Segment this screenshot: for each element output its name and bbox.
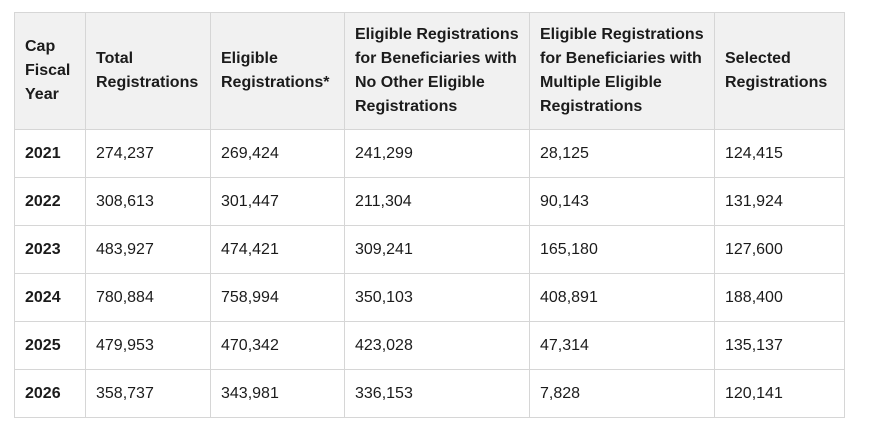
cell-eligible-multiple: 28,125 xyxy=(529,129,715,178)
cell-eligible: 343,981 xyxy=(210,369,345,418)
cell-eligible-no-other: 241,299 xyxy=(344,129,530,178)
registrations-table-container: Cap Fiscal Year Total Registrations Elig… xyxy=(14,12,845,418)
cell-year: 2022 xyxy=(14,177,86,226)
cell-selected: 127,600 xyxy=(714,225,845,274)
cell-eligible: 269,424 xyxy=(210,129,345,178)
table-body: 2021 274,237 269,424 241,299 28,125 124,… xyxy=(14,129,845,418)
cell-year: 2023 xyxy=(14,225,86,274)
cell-total: 780,884 xyxy=(85,273,211,322)
cell-total: 483,927 xyxy=(85,225,211,274)
cell-eligible-no-other: 309,241 xyxy=(344,225,530,274)
cell-total: 358,737 xyxy=(85,369,211,418)
cell-eligible: 474,421 xyxy=(210,225,345,274)
header-eligible-registrations: Eligible Registrations* xyxy=(210,12,345,130)
header-selected-registrations: Selected Registrations xyxy=(714,12,845,130)
cell-selected: 188,400 xyxy=(714,273,845,322)
cell-eligible: 758,994 xyxy=(210,273,345,322)
registrations-table: Cap Fiscal Year Total Registrations Elig… xyxy=(14,12,845,418)
cell-eligible-multiple: 47,314 xyxy=(529,321,715,370)
cell-total: 479,953 xyxy=(85,321,211,370)
cell-eligible-no-other: 211,304 xyxy=(344,177,530,226)
cell-year: 2026 xyxy=(14,369,86,418)
cell-selected: 135,137 xyxy=(714,321,845,370)
cell-selected: 124,415 xyxy=(714,129,845,178)
cell-eligible-multiple: 90,143 xyxy=(529,177,715,226)
table-row: 2022 308,613 301,447 211,304 90,143 131,… xyxy=(14,177,845,226)
cell-year: 2024 xyxy=(14,273,86,322)
cell-eligible: 470,342 xyxy=(210,321,345,370)
table-row: 2024 780,884 758,994 350,103 408,891 188… xyxy=(14,273,845,322)
cell-year: 2025 xyxy=(14,321,86,370)
table-row: 2021 274,237 269,424 241,299 28,125 124,… xyxy=(14,129,845,178)
cell-total: 274,237 xyxy=(85,129,211,178)
cell-eligible-multiple: 408,891 xyxy=(529,273,715,322)
header-row: Cap Fiscal Year Total Registrations Elig… xyxy=(14,12,845,130)
header-cap-fiscal-year: Cap Fiscal Year xyxy=(14,12,86,130)
cell-eligible-no-other: 423,028 xyxy=(344,321,530,370)
cell-year: 2021 xyxy=(14,129,86,178)
cell-eligible-multiple: 7,828 xyxy=(529,369,715,418)
cell-selected: 120,141 xyxy=(714,369,845,418)
cell-eligible: 301,447 xyxy=(210,177,345,226)
cell-eligible-no-other: 336,153 xyxy=(344,369,530,418)
cell-selected: 131,924 xyxy=(714,177,845,226)
table-row: 2023 483,927 474,421 309,241 165,180 127… xyxy=(14,225,845,274)
header-total-registrations: Total Registrations xyxy=(85,12,211,130)
cell-eligible-multiple: 165,180 xyxy=(529,225,715,274)
cell-eligible-no-other: 350,103 xyxy=(344,273,530,322)
cell-total: 308,613 xyxy=(85,177,211,226)
table-row: 2026 358,737 343,981 336,153 7,828 120,1… xyxy=(14,369,845,418)
table-header: Cap Fiscal Year Total Registrations Elig… xyxy=(14,12,845,130)
header-eligible-no-other: Eligible Registrations for Beneficiaries… xyxy=(344,12,530,130)
header-eligible-multiple: Eligible Registrations for Beneficiaries… xyxy=(529,12,715,130)
table-row: 2025 479,953 470,342 423,028 47,314 135,… xyxy=(14,321,845,370)
